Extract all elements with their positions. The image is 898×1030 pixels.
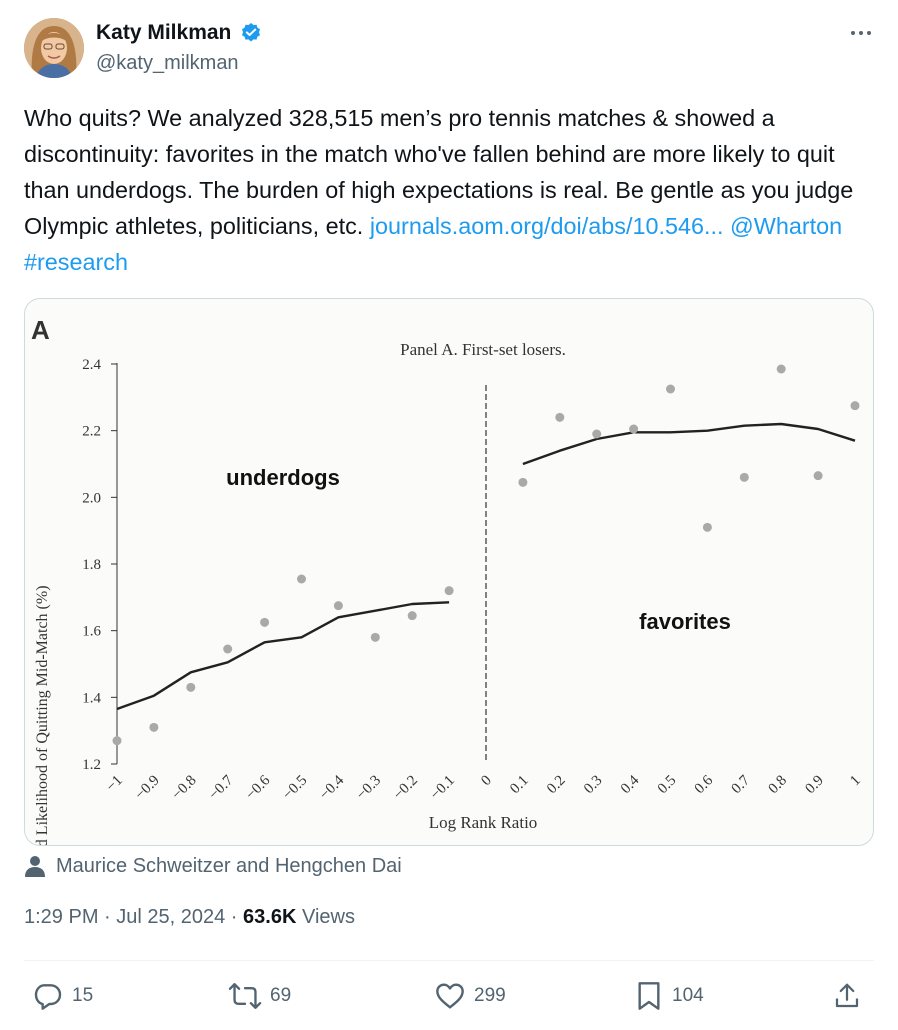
hashtag-link[interactable]: #research (24, 249, 129, 275)
bookmark-count: 104 (672, 985, 704, 1006)
tweet-text: Who quits? We analyzed 328,515 men’s pro… (24, 100, 874, 280)
y-tick-label: 2.2 (82, 424, 101, 440)
media-credit[interactable]: Maurice Schweitzer and Hengchen Dai (24, 852, 402, 880)
fit-line-underdogs (116, 601, 450, 711)
tweet-time[interactable]: 1:29 PM (24, 906, 99, 928)
display-name[interactable]: Katy Milkman (96, 21, 232, 44)
repost-count: 69 (270, 985, 292, 1006)
data-point (702, 522, 712, 532)
x-tick-label: 0 (478, 773, 495, 790)
x-tick-label: −0.5 (280, 773, 311, 804)
x-tick-label: −0.2 (390, 773, 421, 804)
x-tick-label: −0.1 (427, 773, 458, 804)
x-axis-ticks: −1 −0.9 −0.8 −0.7 −0.6 −0.5 −0.4 −0.3 −0.2 −0.1 0 0… (103, 772, 864, 803)
y-tick-label: 1.6 (82, 624, 101, 640)
y-tick-label: 1.2 (82, 757, 101, 773)
x-tick-label: 1 (847, 773, 864, 790)
data-point (776, 364, 786, 374)
chart: A Panel A. First-set losers. Observed Li… (31, 315, 864, 845)
data-point (518, 477, 528, 487)
data-point (444, 586, 454, 596)
x-tick-label: −0.7 (206, 772, 237, 803)
reply-icon (34, 984, 62, 1010)
views-label: Views (301, 906, 355, 928)
more-dots-icon[interactable] (848, 20, 874, 46)
y-axis-ticks: 1.2 1.4 1.6 1.8 2.0 2.2 2.4 (82, 357, 117, 773)
data-point (297, 574, 306, 584)
x-tick-label: 0.5 (655, 773, 680, 798)
avatar-image (24, 18, 84, 78)
reply-button[interactable]: 15 (32, 976, 93, 1016)
data-point (407, 611, 417, 621)
media-image[interactable]: A Panel A. First-set losers. Observed Li… (24, 298, 874, 846)
data-point (260, 617, 270, 627)
data-point (223, 644, 233, 654)
verified-badge-icon (241, 23, 260, 42)
x-tick-label: −0.6 (243, 772, 274, 803)
x-tick-label: 0.3 (581, 773, 606, 798)
data-point (370, 632, 380, 642)
data-point (850, 401, 860, 411)
data-point (149, 722, 159, 732)
avatar[interactable] (24, 18, 84, 78)
repost-icon (228, 983, 262, 1009)
tweet-date[interactable]: Jul 25, 2024 (116, 906, 226, 928)
views-count: 63.6K (243, 906, 297, 928)
annotation-favorites: favorites (639, 609, 731, 634)
divider (24, 960, 874, 961)
share-button[interactable] (832, 976, 870, 1016)
data-point (555, 412, 565, 422)
handle[interactable]: @katy_milkman (96, 52, 239, 74)
like-button[interactable]: 299 (434, 976, 506, 1016)
x-tick-label: −0.8 (169, 773, 200, 804)
x-tick-label: −0.3 (354, 773, 385, 804)
data-point (592, 429, 602, 439)
bookmark-button[interactable]: 104 (634, 976, 704, 1016)
x-tick-label: 0.1 (507, 773, 532, 798)
fit-lines (116, 422, 856, 711)
mention-link[interactable]: @Wharton (730, 213, 843, 239)
share-icon (835, 983, 859, 1008)
y-tick-label: 2.0 (82, 490, 101, 506)
x-tick-label: 0.4 (618, 772, 643, 797)
chart-title: Panel A. First-set losers. (400, 340, 566, 359)
x-tick-label: −1 (103, 773, 126, 796)
annotation-underdogs: underdogs (226, 465, 340, 490)
x-tick-label: −0.4 (317, 772, 348, 803)
like-count: 299 (474, 985, 506, 1006)
x-tick-label: 0.8 (765, 773, 790, 798)
data-point (739, 472, 749, 482)
x-tick-label: 0.6 (692, 772, 717, 797)
media-credit-text: Maurice Schweitzer and Hengchen Dai (56, 854, 402, 877)
x-tick-label: −0.9 (132, 773, 163, 804)
data-point (333, 601, 343, 611)
y-tick-label: 2.4 (82, 357, 101, 373)
fit-line-favorites (522, 422, 856, 466)
data-point (112, 736, 122, 746)
y-axis-label: Observed Likelihood of Quitting Mid-Matc… (34, 585, 51, 845)
data-points (112, 364, 860, 746)
bookmark-icon (638, 982, 660, 1010)
y-tick-label: 1.4 (82, 690, 101, 706)
x-axis-label: Log Rank Ratio (429, 813, 538, 832)
tweet-meta: 1:29 PM · Jul 25, 2024 · 63.6K Views (24, 906, 355, 928)
data-point (629, 424, 639, 434)
data-point (186, 682, 196, 692)
repost-button[interactable]: 69 (228, 976, 291, 1016)
y-tick-label: 1.8 (82, 557, 101, 573)
tweet-text-part: Who quits? We analyzed 328,515 men’s pro… (24, 105, 854, 239)
data-point (666, 384, 675, 394)
x-tick-label: 0.7 (729, 772, 754, 797)
reply-count: 15 (72, 985, 94, 1006)
data-point (813, 471, 823, 481)
panel-letter: A (31, 315, 50, 345)
x-tick-label: 0.9 (802, 773, 827, 798)
heart-icon (436, 983, 464, 1009)
article-link[interactable]: journals.aom.org/doi/abs/10.546... (369, 213, 724, 239)
action-bar: 15 69 299 104 (24, 976, 874, 1016)
person-icon (25, 856, 45, 877)
x-tick-label: 0.2 (544, 773, 569, 798)
tweet-header: Katy Milkman @katy_milkman (24, 16, 874, 80)
